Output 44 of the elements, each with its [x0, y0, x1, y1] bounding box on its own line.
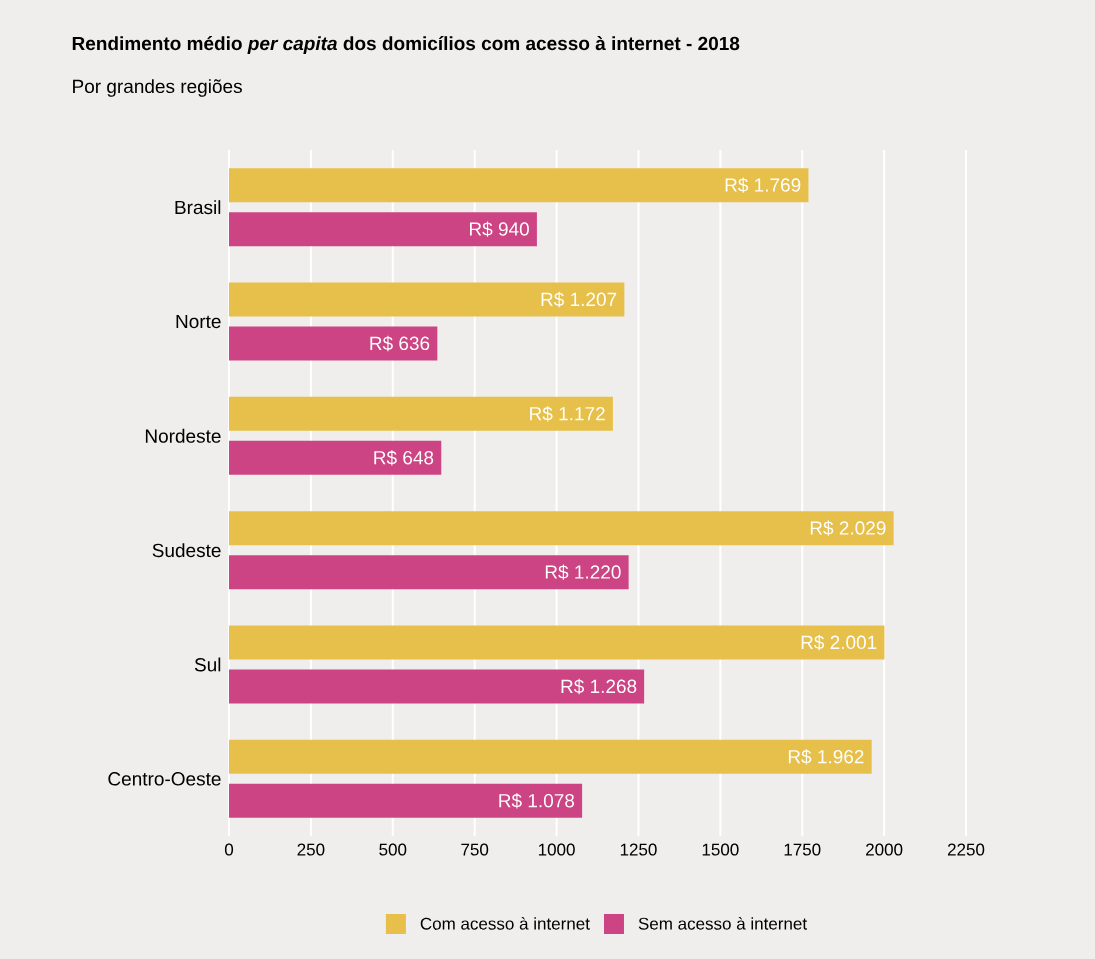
data-label: R$ 1.769 [725, 177, 801, 193]
bar [229, 168, 809, 203]
bar [229, 282, 625, 317]
x-tick-label: 1000 [538, 843, 575, 856]
data-label: R$ 1.078 [499, 793, 575, 809]
bar [229, 396, 613, 431]
x-tick-label: 250 [297, 843, 325, 856]
x-tick-label: 1750 [784, 843, 821, 856]
data-label: R$ 648 [374, 450, 434, 466]
bar [229, 783, 583, 818]
x-tick-label: 0 [224, 843, 234, 856]
bar [229, 739, 872, 774]
bar [229, 625, 885, 660]
chart-title: Rendimento médio per capita dos domicílios com acesso à internet - 2018 [72, 36, 740, 54]
y-tick-label: Norte [176, 314, 221, 329]
bar [229, 326, 438, 361]
data-label: R$ 940 [469, 221, 529, 237]
x-tick-label: 500 [379, 843, 407, 856]
bar [229, 555, 629, 590]
bar [229, 212, 537, 247]
x-tick-label: 750 [461, 843, 489, 856]
legend-label: Sem acesso à internet [638, 917, 807, 930]
y-tick-label: Centro-Oeste [108, 772, 221, 786]
y-tick-label: Brasil [175, 200, 221, 215]
y-tick-label: Nordeste [145, 428, 221, 443]
bar [229, 669, 645, 704]
x-tick-label: 1250 [620, 843, 657, 856]
x-tick-label: 2250 [947, 843, 985, 856]
data-label: R$ 1.962 [788, 749, 864, 765]
y-tick-label: Sudeste [152, 543, 221, 558]
data-label: R$ 2.001 [801, 634, 877, 651]
bar [229, 440, 442, 475]
chart-subtitle: Por grandes regiões [73, 79, 242, 97]
data-label: R$ 2.029 [810, 520, 886, 536]
y-tick-label: Sul [194, 657, 221, 672]
data-label: R$ 1.207 [541, 291, 617, 308]
data-label: R$ 1.220 [545, 564, 621, 580]
bar [229, 511, 894, 546]
data-label: R$ 636 [370, 335, 430, 352]
x-tick-label: 2000 [866, 843, 903, 856]
data-label: R$ 1.268 [561, 678, 637, 695]
x-tick-label: 1500 [702, 843, 739, 856]
data-label: R$ 1.172 [530, 406, 605, 422]
legend-label: Com acesso à internet [420, 917, 590, 930]
